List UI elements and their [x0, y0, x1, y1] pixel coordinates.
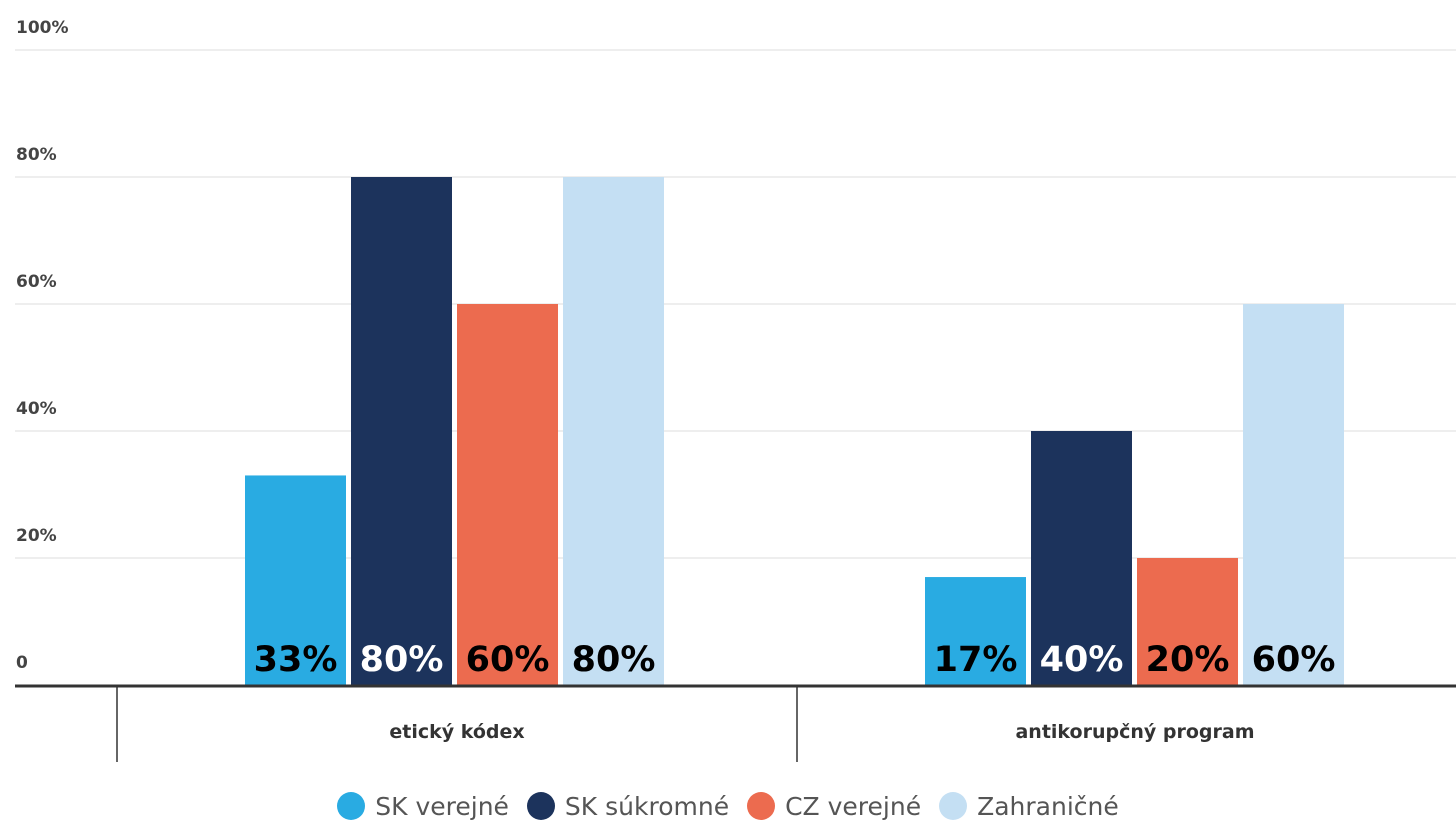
legend-swatch: [747, 792, 776, 820]
x-axis: [15, 684, 1456, 762]
y-tick-label: 20%: [16, 526, 57, 546]
legend-swatch: [939, 792, 968, 820]
y-tick-label: 100%: [16, 18, 69, 38]
bar-data-label: 80%: [360, 640, 444, 680]
bar-chart: 0 20% 40% 60% 80% 100% 33% 17% 80% 40% 60% 20% 80% 6…: [15, 18, 1456, 762]
legend-item: CZ verejné: [747, 792, 921, 821]
bar: [563, 177, 664, 685]
legend-swatch: [526, 792, 555, 820]
y-tick-label: 0: [16, 653, 28, 673]
legend-item: SK súkromné: [526, 791, 730, 821]
bars: [245, 177, 1344, 685]
bar: [925, 577, 1026, 685]
bar-data-label: 60%: [466, 640, 550, 680]
y-tick-label: 80%: [16, 145, 57, 165]
bar: [1137, 558, 1238, 685]
bar-data-label: 40%: [1040, 640, 1124, 680]
category-label: antikorupčný program: [1015, 721, 1254, 743]
bar-data-label: 60%: [1252, 640, 1336, 680]
bar: [457, 304, 558, 685]
legend-swatch: [337, 792, 366, 820]
bar: [351, 177, 452, 685]
bar-data-labels: 33% 17% 80% 40% 60% 20% 80% 60%: [254, 640, 1336, 680]
legend-label: CZ verejné: [785, 791, 922, 821]
category-labels: etický kódex antikorupčný program: [389, 721, 1254, 743]
y-axis-tick-labels: 0 20% 40% 60% 80% 100%: [16, 18, 69, 673]
legend-label: Zahraničné: [977, 791, 1119, 821]
bar: [1243, 304, 1344, 685]
legend-label: SK súkromné: [564, 791, 730, 821]
gridlines: [15, 49, 1456, 559]
bar-data-label: 80%: [572, 640, 656, 680]
legend: SK verejné SK súkromné CZ verejné Zahraničn…: [0, 786, 1456, 826]
bar: [1031, 431, 1132, 685]
y-tick-label: 60%: [16, 272, 57, 292]
bar-data-label: 33%: [254, 640, 338, 680]
bar-data-label: 20%: [1146, 640, 1230, 680]
legend-label: SK verejné: [375, 791, 509, 821]
legend-item: SK verejné: [337, 792, 509, 821]
bar: [245, 475, 346, 685]
category-label: etický kódex: [389, 721, 524, 743]
y-tick-label: 40%: [16, 399, 57, 419]
bar-data-label: 17%: [934, 640, 1018, 680]
legend-item: Zahraničné: [939, 792, 1119, 821]
